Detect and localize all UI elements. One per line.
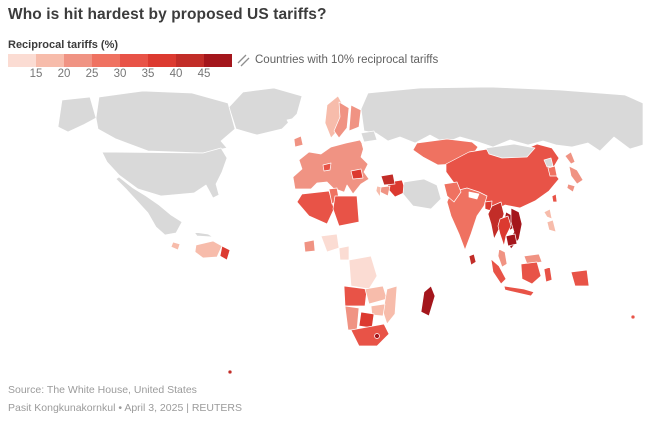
source-line: Source: The White House, United States [8,384,197,396]
legend-tick: 40 [169,68,183,80]
country-sweden [333,101,350,139]
legend-swatch [148,54,176,67]
country-cameroon [338,245,350,261]
country-lesotho [374,333,380,339]
country-switzerland [322,162,332,172]
country-indonesia [490,258,590,297]
country-north-korea [543,157,554,168]
legend-swatch [204,54,232,67]
country-libya [332,195,360,227]
legend-swatch [92,54,120,67]
country-greenland [228,87,303,136]
country-caucasus [395,167,410,177]
country-nicaragua [170,241,181,251]
country-mongolia [485,143,536,159]
country-thailand [497,215,512,247]
country-south-america [183,239,258,377]
country-pakistan [443,181,462,203]
country-philippines [543,208,557,233]
country-papua-new-guinea [588,269,608,287]
country-south-africa [350,323,390,347]
country-algeria [296,190,335,225]
country-falkland-islands [227,369,233,375]
country-united-states [101,147,228,199]
country-canada [95,90,236,154]
country-cambodia [505,233,518,247]
legend-tick: 15 [29,68,43,80]
country-botswana [358,311,375,329]
hatch-swatch-icon [237,54,250,66]
legend-swatch [64,54,92,67]
country-iran [402,178,442,210]
country-syria [380,173,396,186]
legend-swatch [176,54,204,67]
country-ukraine [361,140,397,164]
country-guyana [219,245,231,261]
country-finland [348,104,362,132]
country-zimbabwe [370,303,386,317]
country-cote-divoire [303,239,316,253]
legend-tick: 30 [113,68,127,80]
legend-tick: 25 [85,68,99,80]
country-venezuela [194,240,223,259]
country-israel [375,185,382,198]
legend-tick: 35 [141,68,155,80]
country-svalbard [341,88,355,97]
country-nepal [468,191,480,200]
country-fiji [630,314,636,320]
country-india [446,187,488,251]
country-mexico [115,176,183,236]
country-european-union [292,139,370,199]
country-myanmar [487,201,505,240]
byline: Pasit Kongkunakornkul • April 3, 2025 | … [8,402,243,414]
country-russia [360,86,644,152]
country-caribbean [214,234,233,243]
country-jordan [379,185,391,197]
country-new-zealand [598,335,617,359]
country-sri-lanka [468,253,477,266]
country-japan [564,151,584,193]
legend-colorbar [8,54,232,67]
country-taiwan [551,193,558,203]
legend-swatch [8,54,36,67]
legend-swatch [36,54,64,67]
country-angola [343,285,368,307]
country-south-korea [547,165,558,177]
country-serbia [350,168,364,180]
country-iceland [286,116,304,129]
legend-title: Reciprocal tariffs (%) [8,39,119,51]
page-title: Who is hit hardest by proposed US tariff… [8,6,327,23]
country-australia [523,288,600,350]
country-belarus [360,130,378,143]
hatch-legend: Countries with 10% reciprocal tariffs [237,52,438,68]
world-map [57,86,644,377]
legend-tick: 45 [197,68,211,80]
country-alaska [57,96,97,133]
country-madagascar [420,285,436,317]
country-dr-congo [348,255,378,290]
legend-ticks: 15 20 25 30 35 40 45 [8,68,232,81]
country-cuba [193,231,214,238]
country-united-kingdom [302,126,319,152]
legend-tick: 20 [57,68,71,80]
legend-swatch [120,54,148,67]
hatch-legend-label: Countries with 10% reciprocal tariffs [255,54,439,66]
country-ireland [293,135,304,148]
